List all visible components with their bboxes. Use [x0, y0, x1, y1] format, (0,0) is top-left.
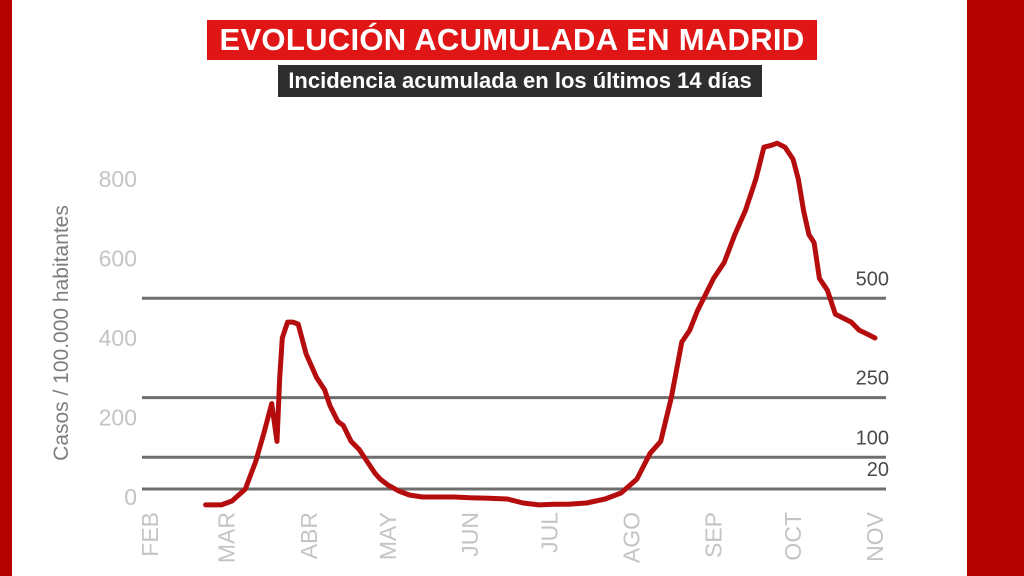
x-tick-label-nov: NOV	[862, 511, 888, 562]
x-tick-label-jul: JUL	[537, 512, 563, 553]
x-tick-label-mar: MAR	[214, 512, 240, 563]
x-tick-label-sep: SEP	[701, 512, 727, 558]
title-wrap: EVOLUCIÓN ACUMULADA EN MADRID	[0, 20, 1024, 60]
x-tick-label-may: MAY	[375, 512, 401, 560]
threshold-label-250: 250	[856, 368, 889, 390]
subtitle-wrap: Incidencia acumulada en los últimos 14 d…	[0, 65, 1024, 97]
y-tick-label-600: 600	[99, 246, 137, 272]
threshold-label-100: 100	[856, 427, 889, 449]
chart-subtitle: Incidencia acumulada en los últimos 14 d…	[278, 65, 762, 97]
x-axis-ticks: FEB MAR ABR MAY JUN JUL AGO SEP OCT NOV	[137, 511, 888, 563]
x-tick-label-abr: ABR	[296, 512, 322, 559]
y-tick-label-0: 0	[124, 484, 137, 510]
threshold-lines: 500 250 100 20	[142, 268, 889, 491]
series-line	[203, 140, 878, 508]
x-tick-label-feb: FEB	[137, 512, 163, 557]
x-tick-label-ago: AGO	[619, 512, 645, 563]
x-tick-label-oct: OCT	[780, 512, 806, 561]
y-axis-label: Casos / 100.000 habitantes	[50, 205, 73, 461]
y-tick-label-400: 400	[99, 325, 137, 351]
x-tick-label-jun: JUN	[457, 512, 483, 557]
y-tick-label-200: 200	[99, 405, 137, 431]
chart-title: EVOLUCIÓN ACUMULADA EN MADRID	[207, 20, 817, 60]
threshold-label-500: 500	[856, 268, 889, 290]
y-axis-ticks: 0 200 400 600 800	[99, 166, 137, 510]
threshold-label-20: 20	[867, 459, 889, 481]
y-tick-label-800: 800	[99, 166, 137, 192]
